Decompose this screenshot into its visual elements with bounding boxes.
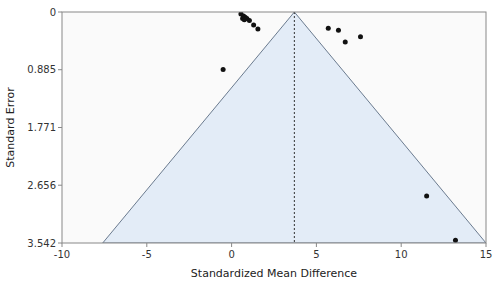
point [221,67,226,72]
x-tick [401,243,402,247]
point [336,28,341,33]
point [255,26,260,31]
x-tick-label: -10 [54,249,70,260]
point [242,17,247,22]
y-tick [58,12,62,13]
plot-frame [62,12,486,243]
x-tick-label: 0 [228,249,234,260]
point [247,18,252,23]
funnel [103,12,486,243]
point [326,26,331,31]
point [453,238,458,243]
x-tick-label: 5 [313,249,319,260]
y-tick-label: 3.542 [27,238,56,249]
y-tick [58,243,62,244]
plot-background [62,12,486,243]
y-tick-label: 0 [50,7,56,18]
point [251,23,256,28]
x-axis-label: Standardized Mean Difference [191,267,358,280]
x-tick-label: 10 [395,249,408,260]
x-tick [146,243,147,247]
point [358,34,363,39]
x-tick [62,243,63,247]
x-tick [486,243,487,247]
x-tick [231,243,232,247]
y-tick [58,69,62,70]
point [343,40,348,45]
x-tick-label: -5 [142,249,152,260]
y-tick-label: 1.771 [27,122,56,133]
x-tick-label: 15 [480,249,493,260]
point [424,193,429,198]
marks [103,12,486,243]
y-tick [58,185,62,186]
chart: -10 -5 0 5 10 15 0 0.885 1.771 2.656 3.542 Standard… [0,0,500,285]
x-tick [316,243,317,247]
y-tick-label: 2.656 [27,180,56,191]
y-tick [58,127,62,128]
y-axis-label: Standard Error [4,87,17,168]
y-tick-label: 0.885 [27,64,56,75]
reference-line [294,12,295,243]
